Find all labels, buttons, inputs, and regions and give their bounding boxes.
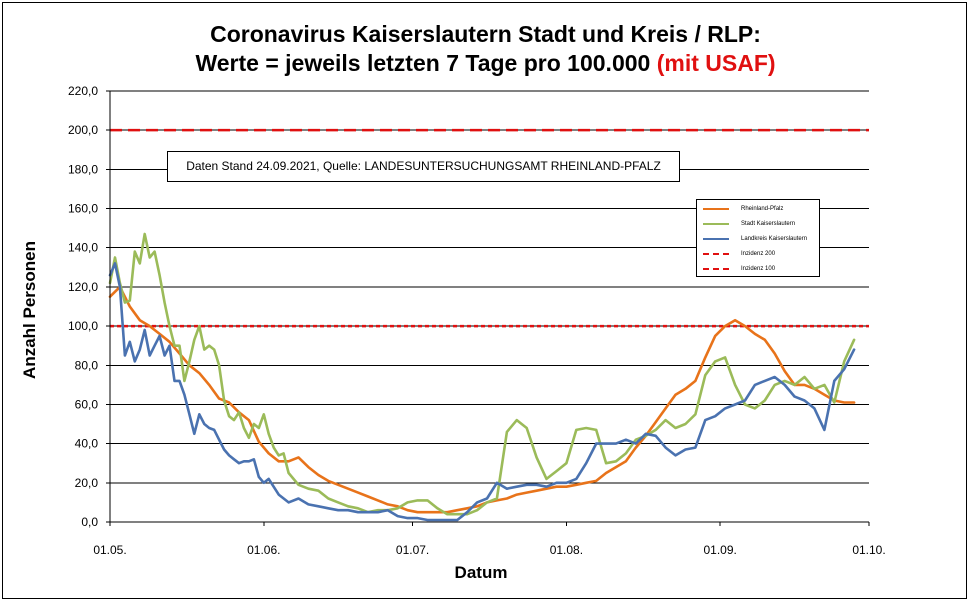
x-tick-label-2: 01.07. (396, 543, 429, 557)
y-axis-label: Anzahl Personen (20, 241, 39, 379)
legend-entry-1: Stadt Kaiserslautern (703, 219, 817, 229)
title-line-1: Coronavirus Kaiserslautern Stadt und Kre… (210, 21, 761, 47)
y-tick-labels: 0,0 20,0 40,0 60,0 80,0 100,0 120,0 140,0 160,0 1… (68, 84, 98, 529)
y-tick-label-1: 20,0 (75, 476, 99, 490)
series-line-2 (108, 262, 856, 522)
x-tick-label-5: 01.10. (852, 543, 885, 557)
legend: Rheinland-Pfalz Stadt Kaiserslautern Landk… (696, 199, 820, 277)
title-highlight: (mit USAF) (656, 50, 776, 76)
x-tick-labels: 01.05. 01.06. 01.07. 01.08. 01.09. 01.10. (93, 543, 885, 557)
series-line-1 (108, 232, 856, 516)
y-tick-label-7: 140,0 (68, 241, 98, 255)
legend-swatch-3 (703, 253, 729, 255)
legend-entry-3: Inzidenz 200 (703, 249, 817, 259)
legend-swatch-1 (703, 223, 729, 225)
legend-swatch-4 (703, 268, 729, 270)
y-tick-label-8: 160,0 (68, 202, 98, 216)
series-line-0 (108, 285, 856, 514)
source-annotation: Daten Stand 24.09.2021, Quelle: LANDESUN… (167, 151, 680, 182)
legend-entry-4: Inzidenz 100 (703, 264, 817, 274)
title-line-2: Werte = jeweils letzten 7 Tage pro 100.0… (0, 49, 971, 78)
series-lines (108, 232, 856, 522)
y-tick-label-5: 100,0 (68, 319, 98, 333)
y-tick-label-9: 180,0 (68, 162, 98, 176)
y-tick-label-10: 200,0 (68, 123, 98, 137)
x-tick-label-4: 01.09. (703, 543, 736, 557)
legend-label-3: Inzidenz 200 (741, 251, 776, 257)
title-line-2-text: Werte = jeweils letzten 7 Tage pro 100.0… (195, 50, 651, 76)
x-axis-label: Datum (454, 563, 508, 582)
y-tick-label-11: 220,0 (68, 84, 98, 98)
legend-label-4: Inzidenz 100 (741, 266, 776, 272)
legend-label-2: Landkreis Kaiserslautern (741, 236, 808, 242)
x-tick-label-0: 01.05. (93, 543, 126, 557)
y-tick-label-3: 60,0 (75, 397, 99, 411)
legend-label-0: Rheinland-Pfalz (741, 206, 784, 212)
y-tick-label-4: 80,0 (75, 358, 99, 372)
x-tick-label-3: 01.08. (550, 543, 583, 557)
axes (106, 90, 870, 526)
grid-lines (110, 90, 869, 484)
chart-title: Coronavirus Kaiserslautern Stadt und Kre… (0, 20, 971, 78)
y-tick-label-6: 120,0 (68, 280, 98, 294)
legend-entry-0: Rheinland-Pfalz (703, 204, 817, 214)
legend-label-1: Stadt Kaiserslautern (741, 221, 796, 227)
y-tick-label-2: 40,0 (75, 437, 99, 451)
legend-entry-2: Landkreis Kaiserslautern (703, 234, 817, 244)
legend-swatch-0 (703, 208, 729, 210)
y-tick-label-0: 0,0 (81, 515, 98, 529)
x-tick-label-1: 01.06. (247, 543, 280, 557)
legend-swatch-2 (703, 238, 729, 240)
